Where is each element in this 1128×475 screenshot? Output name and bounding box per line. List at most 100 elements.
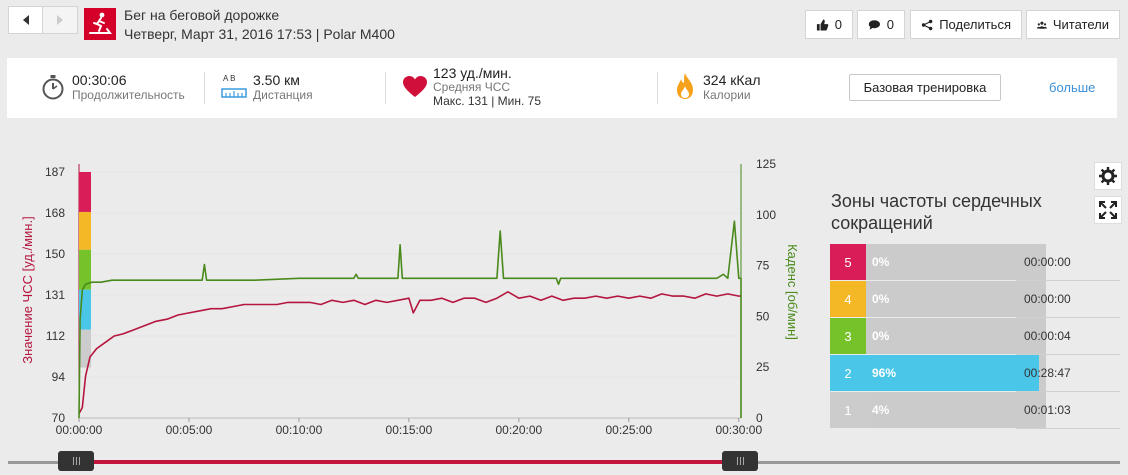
share-icon: [921, 19, 933, 30]
heart-rate-line: [78, 291, 741, 415]
right-tick-label: 125: [756, 157, 776, 171]
heart-rate-metric: 123 уд./мин. Средняя ЧСС Макс. 131 | Мин…: [403, 58, 643, 118]
comment-icon: [868, 19, 880, 30]
gear-icon: [1099, 167, 1117, 185]
x-tick-label: 00:30:00: [715, 423, 762, 437]
left-tick-label: 187: [45, 165, 65, 179]
right-tick-label: 25: [756, 360, 770, 374]
left-tick-label: 70: [52, 411, 66, 425]
zone-band: [79, 172, 91, 212]
header-bar: Бег на беговой дорожке Четверг, Март 31,…: [0, 0, 1128, 52]
divider: [657, 72, 658, 104]
zone-bar: 4%: [866, 392, 1046, 428]
heart-rate-cadence-chart[interactable]: 187 168 150 131 112 94 70 125 100 75 50 25 0 00:00:…: [0, 140, 810, 445]
like-count: 0: [834, 17, 842, 32]
chevron-left-icon: [22, 15, 29, 25]
zone-percent: 0%: [872, 255, 890, 269]
ruler-icon: [221, 88, 247, 98]
zone-bar: 0%: [866, 318, 1046, 354]
zone-band: [79, 329, 91, 368]
duration-metric: 00:30:06 Продолжительность: [41, 58, 211, 118]
chart-settings-button[interactable]: [1094, 162, 1122, 190]
right-tick-label: 50: [756, 309, 770, 323]
zone-row: 3 0% 00:00:04: [830, 318, 1120, 355]
distance-ab-label: A B: [223, 74, 236, 83]
zone-time: 00:01:03: [1024, 403, 1071, 417]
x-tick-label: 00:20:00: [496, 423, 543, 437]
x-tick-label: 00:05:00: [166, 423, 213, 437]
readers-label: Читатели: [1052, 17, 1109, 32]
calories-label: Калории: [703, 88, 751, 102]
cadence-line: [78, 220, 742, 419]
heart-icon: [403, 76, 427, 97]
zone-band: [79, 211, 91, 250]
left-tick-label: 168: [45, 206, 65, 220]
zone-bar: 96%: [866, 355, 1046, 391]
zone-time: 00:28:47: [1024, 366, 1071, 380]
fullscreen-button[interactable]: [1094, 196, 1122, 224]
readers-button[interactable]: Читатели: [1026, 10, 1120, 39]
treadmill-icon: [84, 8, 116, 40]
left-tick-label: 112: [46, 329, 65, 343]
nav-buttons: [8, 6, 78, 34]
x-tick-label: 00:00:00: [56, 423, 103, 437]
back-button[interactable]: [8, 6, 43, 34]
page-title: Бег на беговой дорожке: [124, 7, 280, 23]
zone-row: 5 0% 00:00:00: [830, 244, 1120, 281]
zone-time: 00:00:00: [1024, 255, 1071, 269]
zone-number: 3: [830, 318, 866, 354]
zone-bar-fill: [866, 355, 1039, 391]
timeline-end-handle[interactable]: [722, 451, 758, 471]
divider: [204, 72, 205, 104]
share-button[interactable]: Поделиться: [910, 10, 1022, 39]
session-subtitle: Четверг, Март 31, 2016 17:53 | Polar M40…: [124, 26, 395, 42]
duration-value: 00:30:06: [72, 72, 127, 88]
hr-min-max: Макс. 131 | Мин. 75: [433, 94, 542, 108]
like-button[interactable]: 0: [805, 10, 853, 39]
zones-title: Зоны частоты сердечных сокращений: [831, 191, 1042, 233]
summary-bar: 00:30:06 Продолжительность A B 3.50 км Д…: [7, 58, 1117, 118]
forward-button[interactable]: [43, 6, 78, 34]
distance-value: 3.50 км: [253, 72, 300, 88]
left-axis-ticks: 187 168 150 131 112 94 70: [45, 165, 65, 425]
comment-button[interactable]: 0: [857, 10, 905, 39]
distance-label: Дистанция: [253, 88, 313, 102]
zone-divider: [1016, 354, 1120, 355]
timeline-selection[interactable]: [88, 460, 732, 464]
right-axis-ticks: 125 100 75 50 25 0: [756, 157, 776, 425]
right-tick-label: 0: [756, 411, 763, 425]
timeline-start-handle[interactable]: [58, 451, 94, 471]
zone-bar: 0%: [866, 281, 1046, 317]
chart-series: [78, 220, 742, 419]
stopwatch-icon: [42, 75, 64, 100]
zone-percent: 0%: [872, 292, 890, 306]
left-tick-label: 131: [45, 288, 65, 302]
right-axis-label: Каденс [об/мин]: [785, 244, 800, 340]
zone-number: 4: [830, 281, 866, 317]
avg-hr-label: Средняя ЧСС: [433, 80, 511, 94]
zone-row: 4 0% 00:00:00: [830, 281, 1120, 318]
zone-row: 1 4% 00:01:03: [830, 392, 1120, 429]
x-axis-ticks: 00:00:00 00:05:00 00:10:00 00:15:00 00:20:00…: [56, 418, 762, 437]
x-tick-label: 00:10:00: [276, 423, 323, 437]
left-tick-label: 150: [45, 247, 65, 261]
zone-time: 00:00:04: [1024, 329, 1071, 343]
expand-icon: [1099, 201, 1117, 219]
comment-count: 0: [886, 17, 894, 32]
zone-divider: [1016, 280, 1120, 281]
zone-percent: 4%: [872, 403, 890, 417]
chart-grid: [78, 164, 742, 419]
thumbs-up-icon: [816, 19, 829, 30]
more-link[interactable]: больше: [1049, 80, 1096, 95]
left-tick-label: 94: [52, 370, 66, 384]
flame-icon: [677, 73, 693, 99]
hr-zone-bands: [79, 172, 91, 368]
zone-divider: [1016, 428, 1120, 429]
duration-label: Продолжительность: [72, 88, 185, 102]
x-tick-label: 00:15:00: [386, 423, 433, 437]
users-icon: [1037, 21, 1047, 29]
zone-number: 1: [830, 392, 866, 428]
zone-bar-fill: [866, 392, 874, 428]
divider: [385, 72, 386, 104]
base-training-button[interactable]: Базовая тренировка: [849, 74, 1001, 101]
